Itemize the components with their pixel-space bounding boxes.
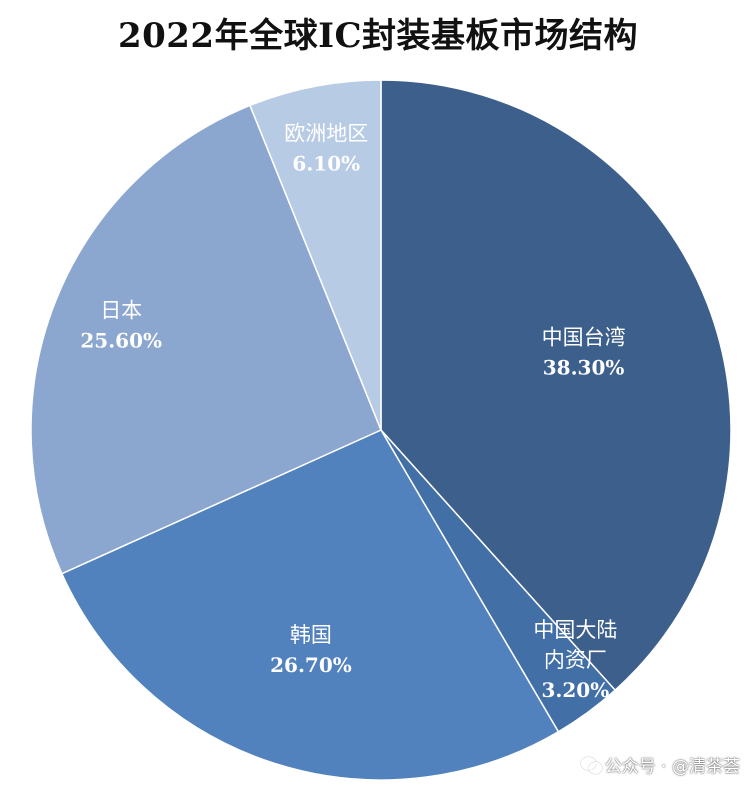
slice-value-label: 3.20% [541,678,609,702]
slice-value-label: 26.70% [270,653,352,677]
pie-slice [249,79,382,431]
slice-value-label: 25.60% [80,329,162,353]
slice-label: 韩国 [290,623,332,647]
slice-label: 内资厂 [544,648,607,672]
watermark: 公众号 · @清茶荟 [580,752,740,777]
slice-label: 中国台湾 [542,325,626,349]
wechat-icon [580,756,602,774]
pie-slices [30,79,732,781]
slice-label: 中国大陆 [533,618,617,642]
pie-slice [380,79,732,692]
slice-value-label: 6.10% [292,151,360,175]
watermark-text: 公众号 · @清茶荟 [604,757,740,777]
slice-label: 欧洲地区 [284,121,368,145]
slice-value-label: 38.30% [543,355,625,379]
chart-title: 2022年全球IC封装基板市场结构 [117,16,639,56]
slice-label: 日本 [100,299,142,323]
pie-slice [30,104,382,575]
pie-slice [60,429,560,781]
